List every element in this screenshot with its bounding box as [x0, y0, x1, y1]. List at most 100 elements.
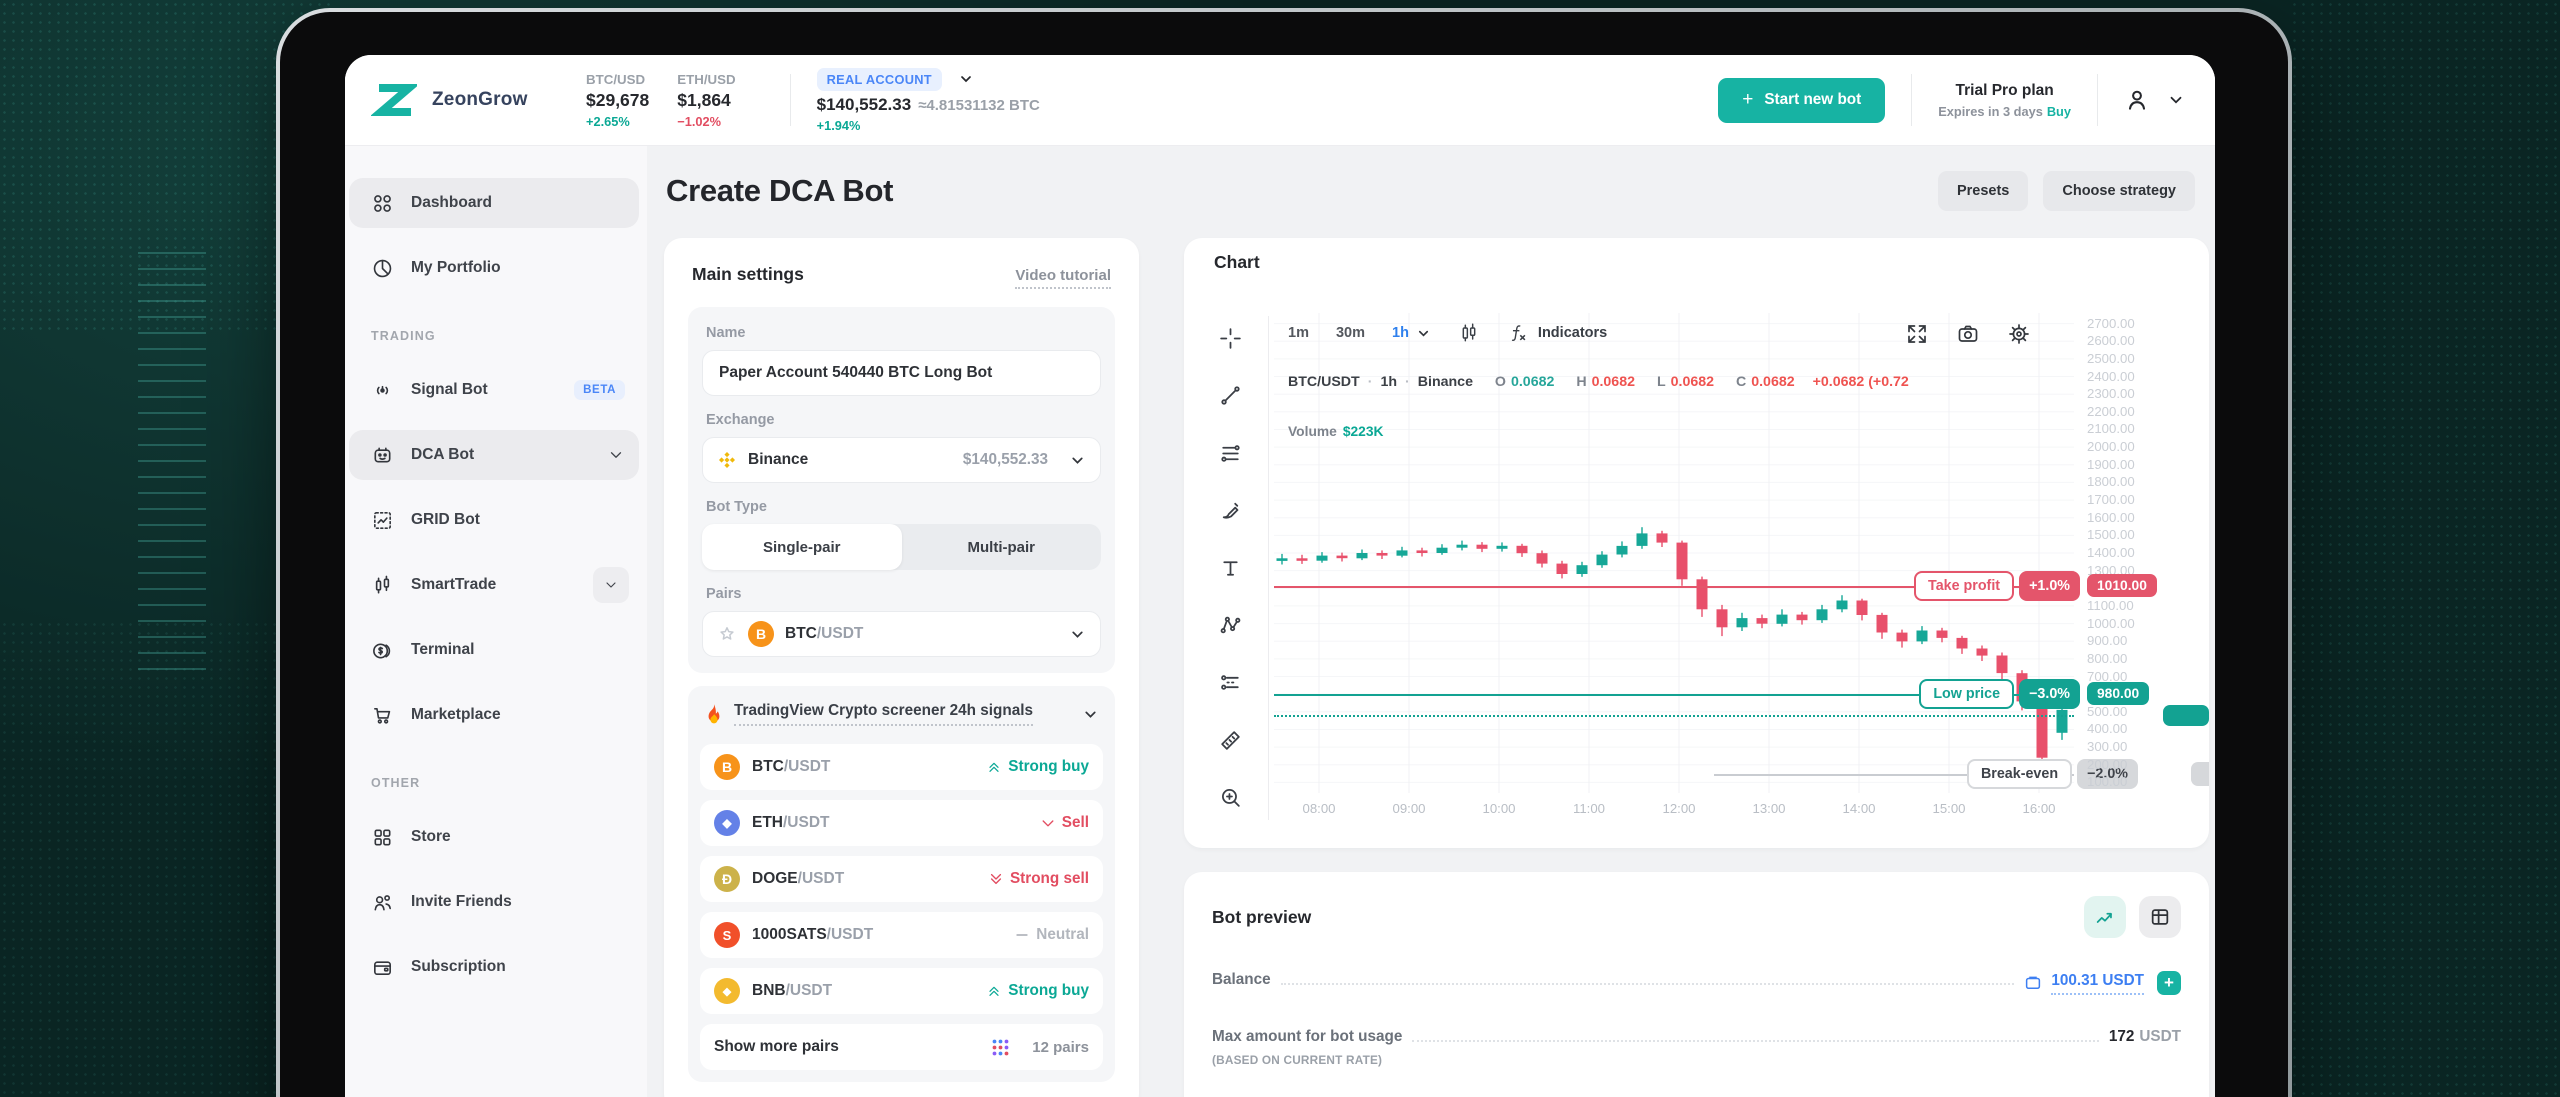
- sidebar-item-grid-bot[interactable]: GRID Bot: [349, 495, 639, 545]
- price-tick: 1800.00: [2087, 474, 2135, 490]
- chevron-down-icon: [2167, 91, 2185, 109]
- chart-plot[interactable]: Take profit +1.0% Low price −3.0% Break-…: [1274, 313, 2138, 793]
- trend-line-icon[interactable]: [1218, 383, 1243, 408]
- screener-row-doge[interactable]: Ð DOGE/USDT Strong sell: [700, 856, 1103, 902]
- open-value: 0.0682: [1510, 374, 1555, 390]
- btc-icon: B: [748, 621, 774, 647]
- show-more-pairs-row[interactable]: Show more pairs 12 pairs: [700, 1024, 1103, 1070]
- balance-value-link[interactable]: 100.31 USDT: [2051, 972, 2144, 995]
- pair-select[interactable]: B BTC/USDT: [702, 611, 1101, 657]
- chevron-down-icon[interactable]: [593, 567, 629, 603]
- zoom-in-icon[interactable]: [1218, 785, 1243, 810]
- break-even-pill[interactable]: Break-even −2.0%: [1966, 759, 2138, 790]
- presets-button[interactable]: Presets: [1937, 171, 2029, 211]
- market-icon: [371, 704, 394, 727]
- ticker-pair: ETH/USD: [677, 71, 736, 87]
- chevron-down-icon[interactable]: [1082, 706, 1099, 723]
- add-funds-button[interactable]: +: [2157, 971, 2181, 995]
- beta-badge: BETA: [574, 380, 625, 400]
- sidebar-item-smarttrade[interactable]: SmartTrade: [349, 560, 639, 610]
- time-tick: 11:00: [1572, 801, 1606, 816]
- bot-preview-card: Bot preview: [1184, 872, 2209, 1097]
- low-price-line[interactable]: [1274, 694, 2074, 697]
- star-icon[interactable]: [717, 624, 737, 644]
- flame-icon: [704, 703, 724, 725]
- plan-name: Trial Pro plan: [1955, 81, 2054, 99]
- chart-symbol: BTC/USDT: [1288, 374, 1360, 390]
- take-profit-line[interactable]: [1274, 585, 2074, 588]
- screener-title[interactable]: TradingView Crypto screener 24h signals: [734, 702, 1033, 726]
- balance-row: Balance 100.31 USDT +: [1212, 971, 2181, 995]
- chevron-down-icon[interactable]: [607, 446, 625, 464]
- price-tick: 300.00: [2087, 739, 2128, 755]
- chevron-down-icon: [1069, 626, 1086, 643]
- sidebar-item-dashboard[interactable]: Dashboard: [349, 178, 639, 228]
- sidebar-item-store[interactable]: Store: [349, 812, 639, 862]
- break-even-line: [1714, 774, 2074, 777]
- settings-gear-icon[interactable]: [2007, 322, 2031, 346]
- signal-strongbuy: Strong buy: [986, 758, 1089, 776]
- low-price-pill[interactable]: Low price −3.0%: [1919, 679, 2080, 710]
- timeframe-1h[interactable]: 1h: [1392, 325, 1431, 341]
- chart-view-button[interactable]: [2084, 896, 2126, 938]
- btc-icon: B: [714, 754, 740, 780]
- fullscreen-icon[interactable]: [1905, 322, 1929, 346]
- candles-style-icon[interactable]: [1458, 322, 1480, 344]
- multi-pair-option[interactable]: Multi-pair: [967, 538, 1036, 556]
- time-axis[interactable]: 08:00 09:00 10:00 11:00 12:00 13:00 14:00 15:00…: [1274, 801, 2074, 821]
- video-tutorial-link[interactable]: Video tutorial: [1015, 267, 1111, 289]
- sidebar-item-terminal[interactable]: Terminal: [349, 625, 639, 675]
- price-tick: 1400.00: [2087, 545, 2135, 560]
- main-settings-title: Main settings: [692, 264, 804, 284]
- screener-row-btc[interactable]: B BTC/USDT Strong buy: [700, 744, 1103, 790]
- user-menu[interactable]: [2124, 87, 2185, 113]
- brand-logo[interactable]: ZeonGrow: [371, 81, 586, 119]
- chevron-down-icon[interactable]: [958, 71, 974, 87]
- price-tick: 2100.00: [2087, 421, 2135, 437]
- sidebar-item-my-portfolio[interactable]: My Portfolio: [349, 243, 639, 293]
- table-view-button[interactable]: [2139, 896, 2181, 938]
- timeframe-1m[interactable]: 1m: [1288, 325, 1309, 341]
- account-type-badge[interactable]: REAL ACCOUNT: [816, 67, 942, 91]
- brush-icon[interactable]: [1218, 498, 1243, 523]
- screener-row-bnb[interactable]: ◆ BNB/USDT Strong buy: [700, 968, 1103, 1014]
- break-even-price-tag: [2191, 762, 2209, 787]
- sidebar-item-marketplace[interactable]: Marketplace: [349, 690, 639, 740]
- screener-panel: TradingView Crypto screener 24h signals …: [688, 686, 1115, 1082]
- current-price-tag: [2163, 705, 2209, 727]
- invite-icon: [371, 891, 394, 914]
- sidebar-item-invite-friends[interactable]: Invite Friends: [349, 877, 639, 927]
- divider: [1911, 74, 1913, 126]
- ruler-icon[interactable]: [1218, 728, 1243, 753]
- sidebar-item-dca-bot[interactable]: DCA Bot: [349, 430, 639, 480]
- position-icon[interactable]: [1218, 670, 1243, 695]
- indicators-button[interactable]: Indicators: [1507, 322, 1607, 344]
- smart-icon: [371, 574, 394, 597]
- text-icon[interactable]: [1218, 556, 1243, 581]
- price-tick: 2000.00: [2087, 439, 2135, 455]
- show-more-label: Show more pairs: [714, 1038, 839, 1055]
- bot-name-input[interactable]: Paper Account 540440 BTC Long Bot: [702, 350, 1101, 396]
- camera-icon[interactable]: [1956, 322, 1980, 346]
- crosshair-icon[interactable]: [1218, 326, 1243, 351]
- take-profit-pill[interactable]: Take profit +1.0%: [1914, 570, 2080, 601]
- single-pair-option[interactable]: Single-pair: [702, 524, 902, 570]
- pair-quote: /USDT: [816, 625, 864, 642]
- screener-row-eth[interactable]: ◆ ETH/USDT Sell: [700, 800, 1103, 846]
- zeongrow-logo-icon: [371, 81, 417, 119]
- screener-row-1000sats[interactable]: S 1000SATS/USDT Neutral: [700, 912, 1103, 958]
- sidebar-item-subscription[interactable]: Subscription: [349, 942, 639, 992]
- exchange-select[interactable]: Binance $140,552.33: [702, 437, 1101, 483]
- start-new-bot-button[interactable]: + Start new bot: [1718, 77, 1886, 123]
- account-balance-btc: ≈4.81531132 BTC: [918, 96, 1040, 114]
- sidebar-item-signal-bot[interactable]: Signal Bot BETA: [349, 365, 639, 415]
- ticker-change: +2.65%: [586, 113, 630, 129]
- xabcd-pattern-icon[interactable]: [1218, 613, 1243, 638]
- name-label: Name: [706, 325, 746, 341]
- horizontal-lines-icon[interactable]: [1218, 441, 1243, 466]
- price-axis[interactable]: 1010.00 980.00 2700.00 2600.00 2500.00 2400…: [2079, 313, 2209, 793]
- max-amount-row: Max amount for bot usage (BASED ON CURRE…: [1212, 1028, 2181, 1067]
- timeframe-30m[interactable]: 30m: [1335, 325, 1365, 341]
- choose-strategy-button[interactable]: Choose strategy: [2043, 171, 2195, 211]
- plan-buy-link[interactable]: Buy: [2046, 103, 2071, 119]
